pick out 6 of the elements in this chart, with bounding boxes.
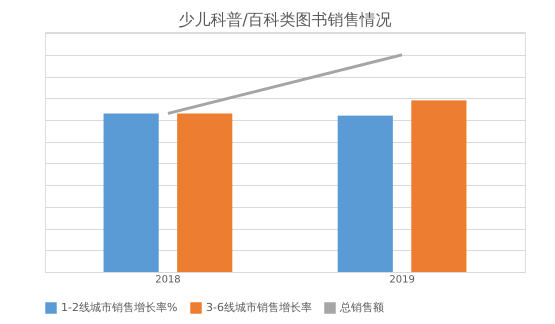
x-tick-label: 2018 [155,274,181,286]
legend-label: 1-2线城市销售增长率% [61,301,178,314]
chart-title: 少儿科普/百科类图书销售情况 [178,10,392,29]
legend-label: 3-6线城市销售增长率 [206,301,312,314]
x-tick-label: 2019 [389,274,415,286]
legend-label: 总销售额 [339,301,384,314]
